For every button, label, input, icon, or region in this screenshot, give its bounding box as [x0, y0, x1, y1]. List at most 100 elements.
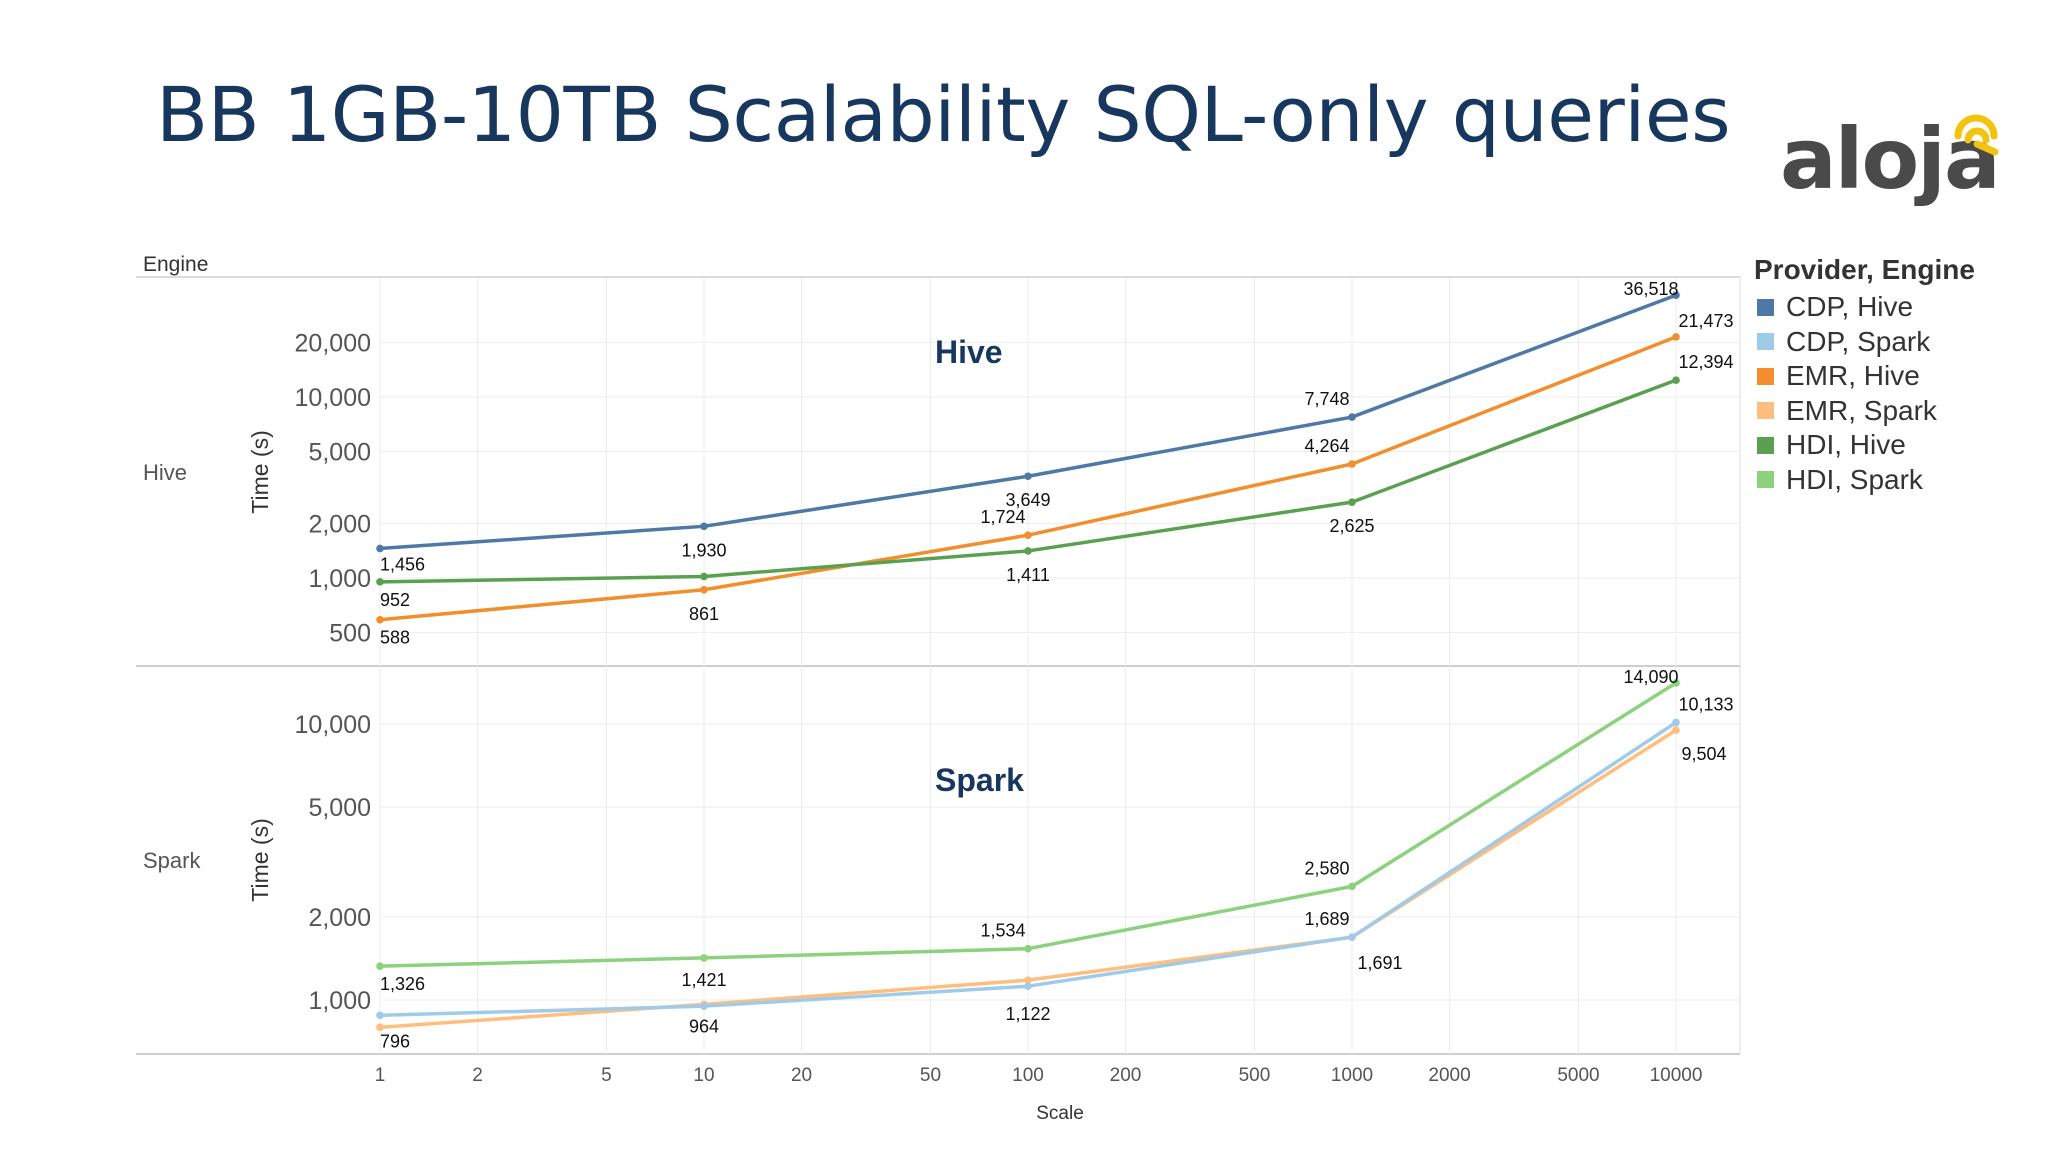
data-label: 1,689: [1304, 909, 1349, 929]
legend-item[interactable]: CDP, Hive: [1754, 290, 1975, 325]
x-tick-label: 20: [791, 1065, 812, 1086]
data-point: [1672, 679, 1680, 687]
x-tick-label: 1: [375, 1065, 386, 1086]
y-tick-label: 500: [329, 619, 371, 647]
data-label: 861: [689, 604, 719, 624]
x-tick-label: 2: [472, 1065, 483, 1086]
data-point: [1672, 726, 1680, 734]
x-tick-label: 5: [601, 1065, 612, 1086]
data-label: 1,326: [380, 974, 425, 994]
data-label: 964: [689, 1016, 719, 1036]
legend-swatch: [1757, 471, 1774, 489]
slide-title: BB 1GB-10TB Scalability SQL-only queries: [156, 70, 1731, 159]
data-label: 2,625: [1329, 516, 1374, 536]
y-axis-title: Time (s): [247, 430, 273, 513]
data-label: 588: [380, 628, 410, 648]
data-label: 14,090: [1623, 667, 1678, 687]
data-point: [1024, 472, 1032, 481]
data-label: 1,724: [980, 507, 1025, 527]
y-tick-label: 10,000: [295, 711, 371, 739]
data-point: [1348, 882, 1356, 891]
data-point: [700, 522, 708, 531]
legend: Provider, Engine CDP, Hive CDP, Spark EMR,…: [1754, 254, 1975, 497]
data-point: [1348, 933, 1356, 941]
legend-swatch: [1757, 402, 1774, 420]
y-tick-label: 5,000: [308, 794, 371, 822]
y-tick-label: 10,000: [295, 384, 371, 412]
data-point: [1024, 982, 1032, 991]
legend-label: CDP, Hive: [1786, 291, 1914, 323]
y-tick-label: 2,000: [308, 511, 371, 539]
legend-swatch: [1757, 333, 1774, 351]
panel-overlay-label: Hive: [935, 334, 1003, 370]
data-label: 9,504: [1681, 744, 1726, 764]
data-point: [376, 1023, 384, 1032]
y-tick-label: 20,000: [295, 330, 371, 358]
x-tick-label: 2000: [1428, 1065, 1470, 1086]
x-tick-label: 200: [1110, 1065, 1142, 1086]
row-label: Hive: [143, 460, 187, 485]
data-label: 1,456: [380, 554, 425, 574]
x-tick-label: 50: [920, 1065, 941, 1086]
data-point: [1672, 718, 1680, 727]
data-label: 1,122: [1005, 1004, 1050, 1024]
data-point: [1348, 413, 1356, 421]
data-label: 1,421: [681, 970, 726, 990]
data-point: [700, 572, 708, 581]
aloja-logo: aloja: [1780, 110, 2020, 220]
legend-label: EMR, Spark: [1786, 394, 1937, 426]
x-tick-label: 1000: [1331, 1065, 1373, 1086]
y-tick-label: 2,000: [308, 904, 371, 932]
data-label: 36,518: [1623, 279, 1678, 299]
x-tick-label: 10000: [1650, 1065, 1703, 1086]
legend-item[interactable]: CDP, Spark: [1754, 325, 1975, 360]
data-point: [1672, 333, 1680, 341]
data-label: 3,649: [1005, 490, 1050, 510]
data-point: [1348, 498, 1356, 506]
x-tick-label: 5000: [1557, 1065, 1599, 1086]
legend-item[interactable]: EMR, Hive: [1754, 359, 1975, 394]
data-point: [1024, 976, 1032, 984]
data-label: 7,748: [1304, 389, 1349, 409]
data-point: [1672, 291, 1680, 299]
legend-item[interactable]: HDI, Spark: [1754, 463, 1975, 498]
data-point: [1024, 547, 1032, 555]
data-point: [376, 962, 384, 970]
legend-swatch: [1757, 367, 1774, 385]
data-label: 796: [380, 1031, 410, 1051]
y-tick-label: 5,000: [308, 438, 371, 466]
data-point: [1024, 944, 1032, 953]
legend-swatch: [1757, 298, 1774, 316]
legend-item[interactable]: HDI, Hive: [1754, 428, 1975, 463]
legend-label: HDI, Hive: [1786, 429, 1906, 461]
y-tick-label: 1,000: [308, 565, 371, 593]
data-point: [1024, 531, 1032, 539]
data-label: 1,411: [1006, 565, 1050, 585]
data-label: 12,394: [1678, 352, 1733, 372]
legend-swatch: [1757, 436, 1774, 454]
legend-label: HDI, Spark: [1786, 463, 1923, 495]
data-label: 21,473: [1678, 311, 1733, 331]
data-label: 10,133: [1678, 694, 1733, 714]
data-point: [700, 585, 708, 594]
data-label: 2,580: [1304, 858, 1349, 878]
data-point: [1348, 460, 1356, 468]
legend-title: Provider, Engine: [1754, 254, 1975, 285]
data-point: [700, 1002, 708, 1010]
data-label: 1,930: [681, 540, 726, 560]
data-point: [376, 615, 384, 624]
x-tick-label: 100: [1012, 1065, 1044, 1086]
data-label: 952: [380, 590, 410, 610]
data-label: 4,264: [1304, 436, 1349, 456]
data-label: 1,691: [1357, 953, 1402, 973]
data-point: [700, 954, 708, 962]
legend-item[interactable]: EMR, Spark: [1754, 394, 1975, 429]
facet-header: Engine: [143, 253, 208, 276]
data-label: 1,534: [980, 921, 1025, 941]
x-tick-label: 500: [1239, 1065, 1271, 1086]
row-label: Spark: [143, 848, 201, 873]
data-point: [376, 578, 384, 586]
data-point: [376, 1011, 384, 1020]
x-tick-label: 10: [693, 1065, 714, 1086]
